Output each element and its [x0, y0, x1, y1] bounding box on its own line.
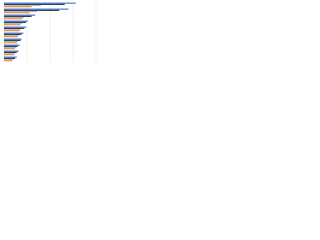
- bar: [4, 30, 20, 32]
- bar: [4, 36, 18, 38]
- bar: [4, 23, 23, 25]
- bar: [4, 35, 19, 37]
- bar: [4, 38, 22, 40]
- bar: [4, 18, 23, 20]
- bar: [4, 33, 22, 35]
- bar: [4, 11, 38, 13]
- bar: [4, 5, 41, 7]
- bar: [4, 56, 17, 58]
- bar: [4, 47, 16, 49]
- bar: [4, 20, 28, 22]
- bar: [4, 53, 16, 55]
- bar: [4, 57, 16, 59]
- bar: [4, 59, 14, 61]
- bar: [4, 48, 16, 50]
- bar: [4, 17, 25, 19]
- bar: [4, 45, 18, 47]
- bar: [4, 54, 15, 56]
- bar: [4, 32, 24, 34]
- bar: [4, 3, 65, 5]
- bar: [4, 27, 25, 29]
- bar: [4, 21, 27, 23]
- bar: [4, 41, 18, 43]
- bar: [4, 39, 21, 41]
- bar: [4, 8, 69, 10]
- bar: [4, 51, 17, 53]
- bar: [4, 26, 27, 28]
- bar: [4, 29, 21, 31]
- bar: [4, 12, 30, 14]
- bar: [4, 14, 36, 16]
- bar: [4, 44, 20, 46]
- bar: [4, 15, 32, 17]
- bar: [4, 60, 13, 62]
- bar: [4, 9, 60, 11]
- chart: [3, 2, 97, 62]
- bar: [4, 50, 19, 52]
- bar: [4, 6, 32, 8]
- bar: [4, 24, 21, 26]
- bar: [4, 42, 17, 44]
- bar: [4, 2, 76, 4]
